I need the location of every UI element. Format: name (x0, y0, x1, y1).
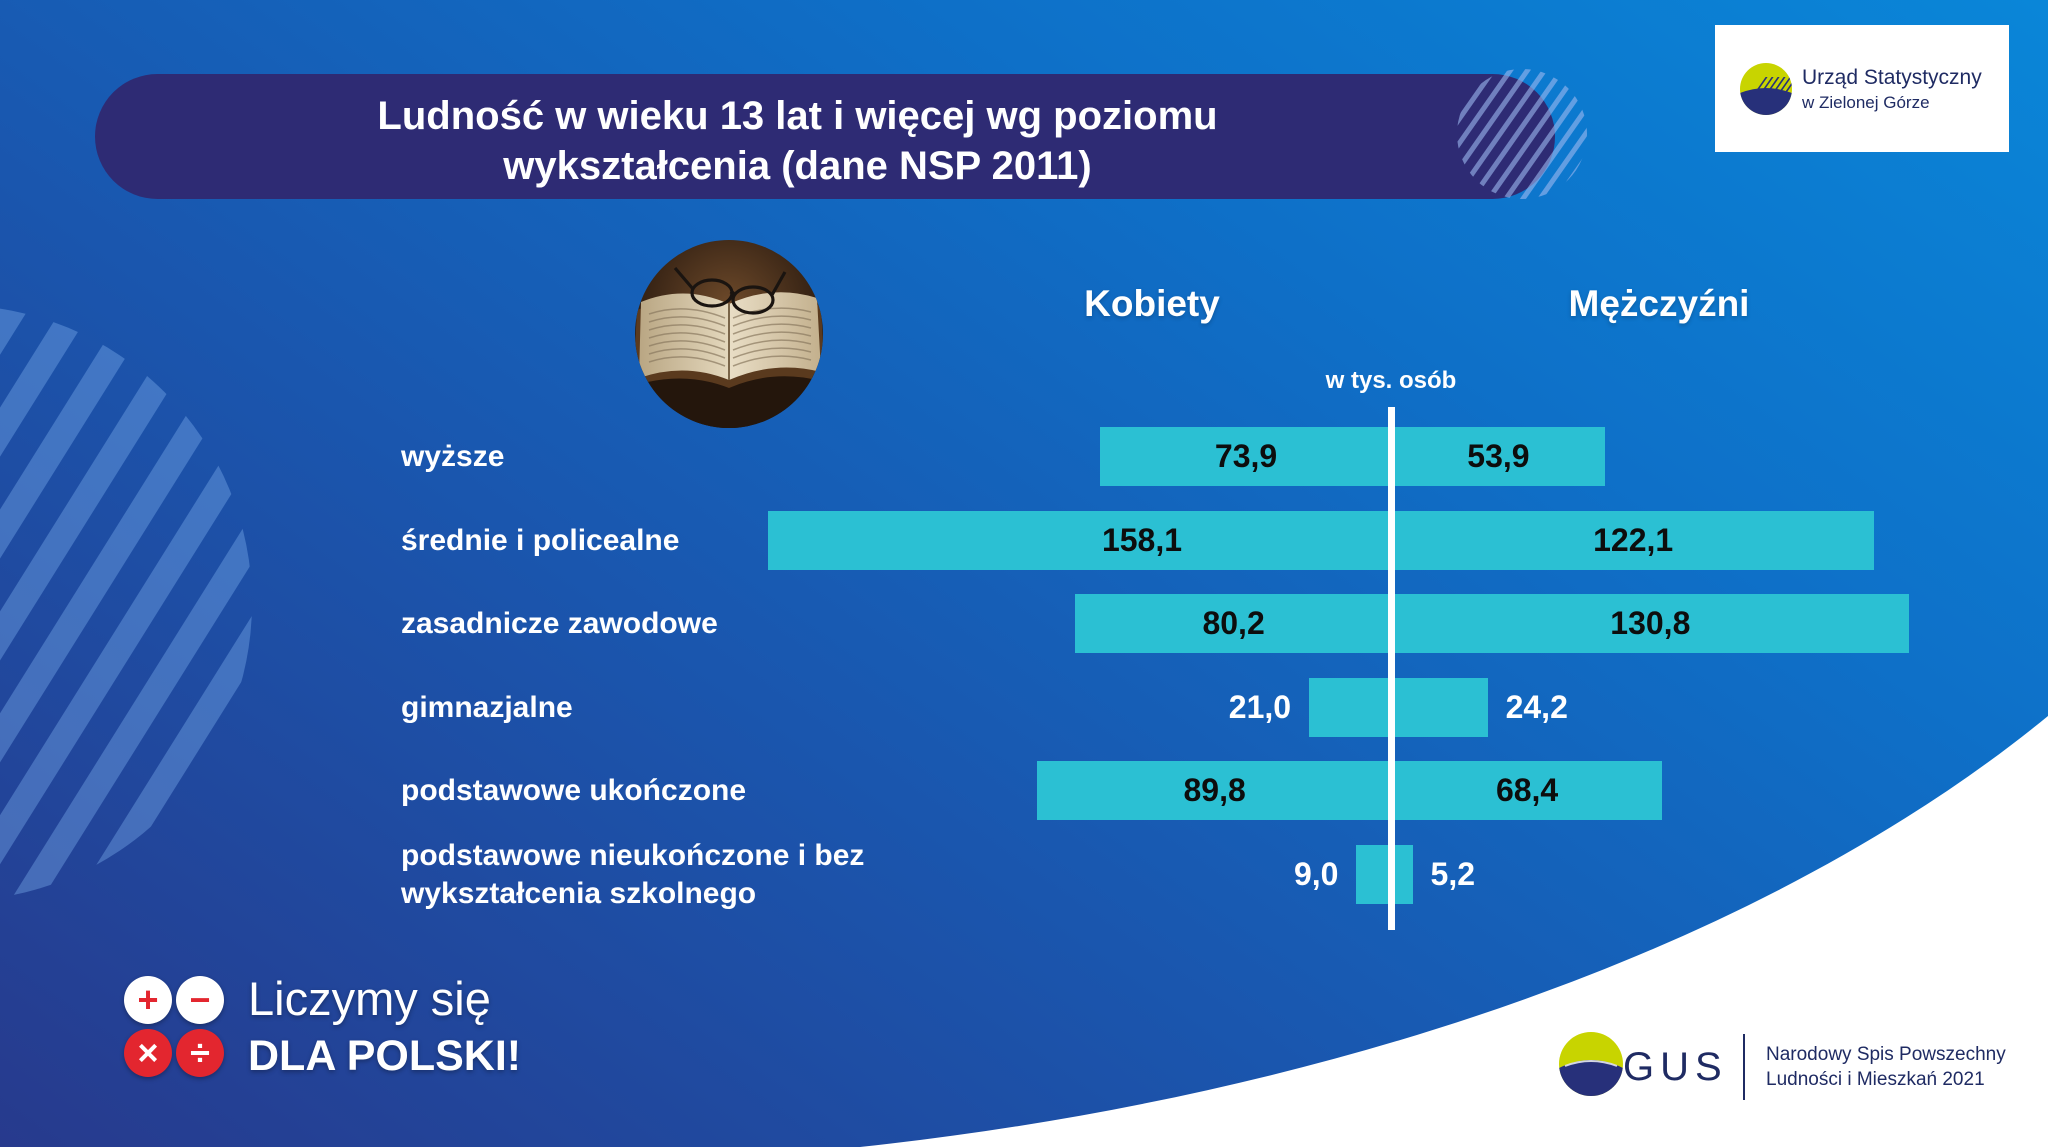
census-name-line-1: Narodowy Spis Powszechny (1766, 1044, 2006, 1065)
campaign-line-2: DLA POLSKI! (248, 1032, 522, 1080)
value-label-kobiety: 9,0 (1293, 856, 1339, 892)
gus-logo-icon (1559, 1032, 1623, 1096)
bar-mezczyzni (1392, 761, 1663, 820)
plus-icon: + (124, 976, 172, 1024)
bar-kobiety (767, 511, 1392, 570)
office-logo-box: Urząd Statystyczny w Zielonej Górze (1715, 25, 2009, 152)
statistical-office-logo-icon (1740, 63, 1792, 115)
divide-icon: ÷ (176, 1029, 224, 1077)
footer-divider (1743, 1034, 1745, 1100)
value-label-kobiety: 73,9 (1214, 438, 1278, 474)
value-label-mezczyzni: 53,9 (1467, 438, 1530, 474)
series-header-mezczyzni: Mężczyźni (1568, 283, 1750, 324)
decorative-striped-circle (0, 305, 252, 901)
value-label-mezczyzni: 68,4 (1495, 772, 1559, 808)
category-label: średnie i policealne (401, 523, 680, 557)
bar-kobiety (1100, 427, 1392, 486)
multiply-icon: × (124, 1029, 172, 1077)
category-label: zasadnicze zawodowe (401, 606, 718, 640)
series-header-kobiety: Kobiety (1084, 283, 1220, 324)
value-label-kobiety: 21,0 (1228, 689, 1292, 725)
value-label-mezczyzni: 24,2 (1505, 689, 1568, 725)
bar-mezczyzni (1392, 427, 1605, 486)
value-label-kobiety: 80,2 (1202, 605, 1265, 641)
office-location: w Zielonej Górze (1802, 93, 1930, 112)
center-axis (1388, 407, 1395, 930)
title-banner (95, 74, 1555, 199)
white-corner-wave (860, 716, 2048, 1147)
page-title: Ludność w wieku 13 lat i więcej wg pozio… (377, 93, 1218, 188)
bar-kobiety (1037, 761, 1392, 820)
category-label: podstawowe nieukończone i bez wykształce… (401, 838, 865, 910)
bar-mezczyzni (1392, 511, 1875, 570)
value-label-kobiety: 89,8 (1183, 772, 1246, 808)
title-striped-circle (1457, 69, 1587, 199)
bar-mezczyzni (1392, 845, 1413, 904)
gus-wordmark: GUS (1623, 1045, 1728, 1089)
value-label-kobiety: 158,1 (1101, 522, 1183, 558)
value-label-mezczyzni: 5,2 (1430, 856, 1476, 892)
bar-kobiety (1075, 594, 1392, 653)
category-label: wyższe (401, 439, 505, 473)
value-label-mezczyzni: 130,8 (1610, 605, 1691, 641)
office-name: Urząd Statystyczny (1802, 66, 1982, 89)
diverging-bar-chart: wyższe 73,9 53,9 średnie i policealne 158,1 1… (380, 400, 1980, 940)
bar-kobiety (1356, 845, 1392, 904)
category-label: podstawowe ukończone (401, 773, 747, 807)
bar-mezczyzni (1392, 678, 1488, 737)
unit-label: w tys. osób (1325, 367, 1457, 394)
bar-mezczyzni (1392, 594, 1909, 653)
campaign-line-1: Liczymy się (248, 972, 491, 1025)
minus-icon: − (176, 976, 224, 1024)
book-with-glasses-photo (635, 240, 823, 428)
value-label-mezczyzni: 122,1 (1593, 522, 1674, 558)
bar-kobiety (1309, 678, 1392, 737)
census-name-line-2: Ludności i Mieszkań 2021 (1766, 1069, 1985, 1090)
category-label: gimnazjalne (401, 690, 573, 724)
